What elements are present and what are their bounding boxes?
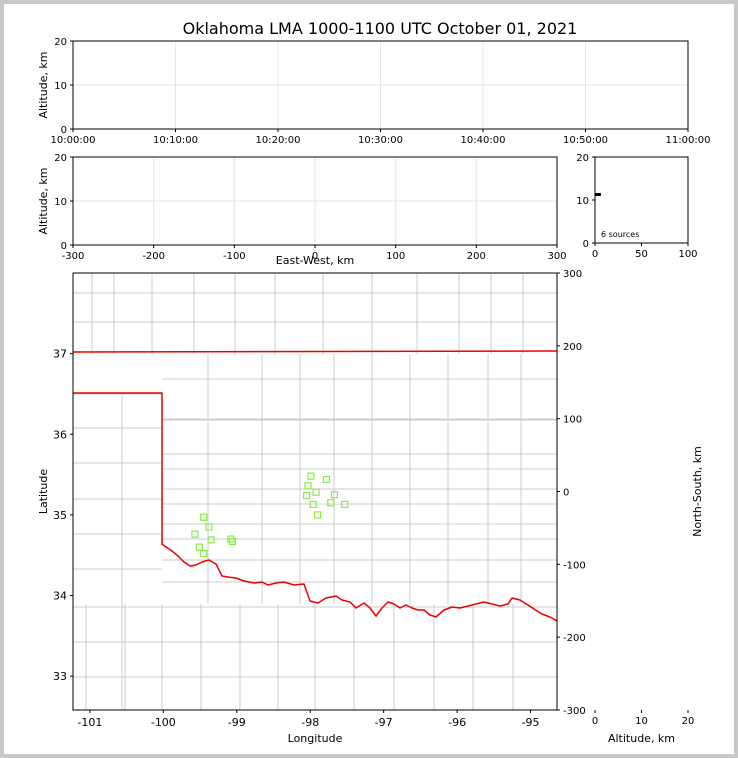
figure-canvas: Oklahoma LMA 1000-1100 UTC October 01, 2… <box>4 4 734 754</box>
time-tick-label: 10:00:00 <box>51 135 96 146</box>
ew-tick-label: -200 <box>142 251 165 262</box>
histogram-tick-label: 10 <box>576 196 589 207</box>
ns-altitude-tick-label: 0 <box>592 716 598 727</box>
north-south-tick-label: 300 <box>563 269 582 280</box>
lightning-source-point <box>302 491 311 500</box>
lightning-source-point <box>313 511 322 519</box>
longitude-tick-label: -99 <box>228 716 246 729</box>
time-tick-label: 11:00:00 <box>666 135 711 146</box>
ew-tick-label: -300 <box>62 251 85 262</box>
histogram-tick-label: 100 <box>678 249 697 260</box>
altitude-tick-label: 20 <box>54 153 67 164</box>
north-south-tick-label: -100 <box>563 560 586 571</box>
longitude-tick-label: -95 <box>522 716 540 729</box>
altitude-tick-label: 0 <box>61 241 67 252</box>
time-tick-label: 10:30:00 <box>358 135 403 146</box>
time-tick-label: 10:20:00 <box>256 135 301 146</box>
state-border-south <box>73 392 557 622</box>
lightning-source-point <box>330 491 339 499</box>
histogram-tick-label: 50 <box>635 249 648 260</box>
latitude-tick-label: 34 <box>53 590 67 603</box>
ew-altitude-xlabel: East-West, km <box>276 254 354 267</box>
time-altitude-frame <box>72 40 689 130</box>
ew-tick-label: 100 <box>386 251 405 262</box>
time-altitude-ylabel: Altitude, km <box>37 51 50 118</box>
map-layer <box>73 273 557 710</box>
plan-view-ylabel: Latitude <box>37 469 50 515</box>
lma-figure: Oklahoma LMA 1000-1100 UTC October 01, 2… <box>37 19 711 745</box>
chart-title: Oklahoma LMA 1000-1100 UTC October 01, 2… <box>183 19 578 38</box>
lightning-source-point <box>327 499 335 507</box>
lightning-source-point <box>228 537 236 546</box>
ew-altitude-ylabel: Altitude, km <box>37 167 50 234</box>
lightning-source-point <box>312 488 320 496</box>
time-tick-label: 10:50:00 <box>563 135 608 146</box>
north-south-tick-label: 100 <box>563 415 582 426</box>
time-tick-label: 10:40:00 <box>461 135 506 146</box>
plan-view-frame <box>72 272 558 711</box>
plan-view-xlabel: Longitude <box>288 732 343 745</box>
altitude-tick-label: 10 <box>54 81 67 92</box>
time-tick-label: 10:10:00 <box>153 135 198 146</box>
north-south-tick-label: 0 <box>563 488 569 499</box>
histogram-tick-label: 0 <box>592 249 598 260</box>
latitude-tick-label: 33 <box>53 670 67 683</box>
ns-altitude-tick-label: 10 <box>635 716 648 727</box>
ew-altitude-frame <box>72 156 558 246</box>
ew-tick-label: 200 <box>467 251 486 262</box>
histogram-frame <box>594 156 689 244</box>
lightning-source-point <box>200 513 208 521</box>
lightning-source-point <box>309 500 317 509</box>
histogram-tick-label: 20 <box>576 153 589 164</box>
altitude-tick-label: 10 <box>54 197 67 208</box>
lightning-source-point <box>304 482 312 490</box>
ns-altitude-xlabel: Altitude, km <box>608 732 675 745</box>
longitude-tick-label: -97 <box>375 716 393 729</box>
source-count-label: 6 sources <box>601 230 639 239</box>
lightning-source-point <box>200 549 208 558</box>
latitude-tick-label: 37 <box>53 348 67 361</box>
lightning-source-point <box>205 523 213 531</box>
longitude-tick-label: -100 <box>151 716 176 729</box>
lightning-source-point <box>195 543 203 551</box>
lightning-source-point <box>307 472 315 480</box>
lightning-source-point <box>322 475 330 484</box>
ew-tick-label: -100 <box>223 251 246 262</box>
longitude-tick-label: -98 <box>301 716 319 729</box>
ew-tick-label: 0 <box>312 251 318 262</box>
ew-tick-label: 300 <box>547 251 566 262</box>
latitude-tick-label: 36 <box>53 428 67 441</box>
north-south-tick-label: -200 <box>563 633 586 644</box>
lightning-source-point <box>207 536 215 544</box>
longitude-tick-label: -101 <box>77 716 102 729</box>
histogram-tick-label: 0 <box>583 239 589 250</box>
longitude-tick-label: -96 <box>448 716 466 729</box>
altitude-tick-label: 20 <box>54 37 67 48</box>
ns-altitude-tick-label: 20 <box>682 716 695 727</box>
histogram-bar <box>595 193 601 196</box>
north-south-tick-label: -300 <box>563 706 586 717</box>
plan-view-right-ylabel: North-South, km <box>691 446 704 537</box>
lightning-source-point <box>191 530 199 538</box>
lightning-source-point <box>341 500 349 509</box>
state-border-north <box>73 350 557 353</box>
altitude-tick-label: 0 <box>61 125 67 136</box>
latitude-tick-label: 35 <box>53 509 67 522</box>
north-south-tick-label: 200 <box>563 342 582 353</box>
